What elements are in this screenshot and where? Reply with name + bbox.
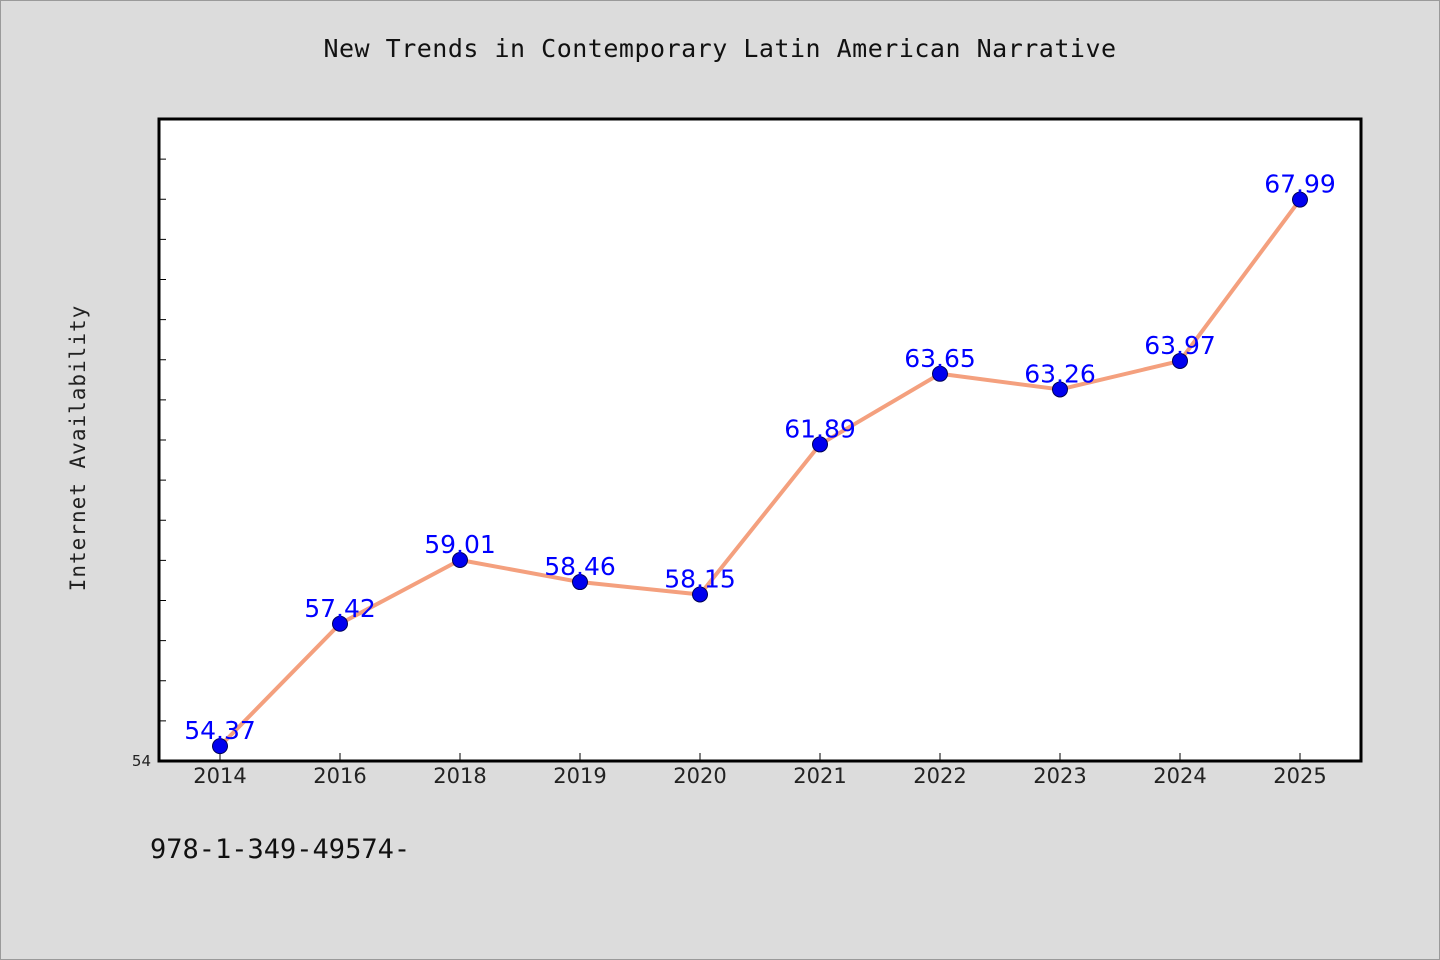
- y-tick-label: 54: [132, 752, 151, 770]
- data-point: [212, 738, 228, 755]
- series-line: [218, 197, 1302, 749]
- plot-area: [157, 117, 1363, 763]
- data-point: [932, 365, 948, 382]
- data-point: [812, 436, 828, 453]
- data-label: 57.42: [304, 594, 376, 623]
- footer-isbn-code: 978-1-349-49574-: [150, 834, 411, 865]
- x-tick-label: 2024: [1153, 764, 1206, 788]
- data-point: [572, 574, 588, 591]
- data-label: 61.89: [784, 414, 856, 443]
- series-layer: [218, 197, 1302, 749]
- data-point: [1052, 381, 1068, 398]
- x-tick-label: 2022: [913, 764, 966, 788]
- chart-title: New Trends in Contemporary Latin America…: [323, 34, 1117, 63]
- x-tick-label: 2025: [1273, 764, 1326, 788]
- data-point: [332, 615, 348, 632]
- data-label: 63.26: [1024, 359, 1096, 388]
- data-label: 59.01: [424, 530, 496, 559]
- data-label: 63.97: [1144, 331, 1216, 360]
- data-label: 58.46: [544, 552, 616, 581]
- data-label: 54.37: [184, 716, 256, 745]
- y-axis-ticks: 54: [132, 118, 166, 770]
- x-tick-label: 2019: [553, 764, 606, 788]
- x-tick-label: 2021: [793, 764, 846, 788]
- data-label: 63.65: [904, 344, 976, 373]
- x-tick-label: 2020: [673, 764, 726, 788]
- data-point: [1292, 191, 1308, 208]
- x-tick-label: 2016: [313, 764, 366, 788]
- x-axis-ticks: 2014 2016 2018 2019 2020 2021 2022 2023 2024 2025: [193, 753, 1327, 788]
- data-point: [452, 551, 468, 568]
- x-tick-label: 2023: [1033, 764, 1086, 788]
- data-label: 67.99: [1264, 170, 1336, 199]
- x-tick-label: 2014: [193, 764, 246, 788]
- data-point: [1172, 352, 1188, 369]
- data-label: 58.15: [664, 564, 736, 593]
- data-point: [692, 586, 708, 603]
- data-labels-layer: 54.37 57.42 59.01 58.46 58.15 61.89 63.65 63.26…: [184, 170, 1336, 746]
- x-tick-label: 2018: [433, 764, 486, 788]
- markers-layer: [212, 191, 1308, 755]
